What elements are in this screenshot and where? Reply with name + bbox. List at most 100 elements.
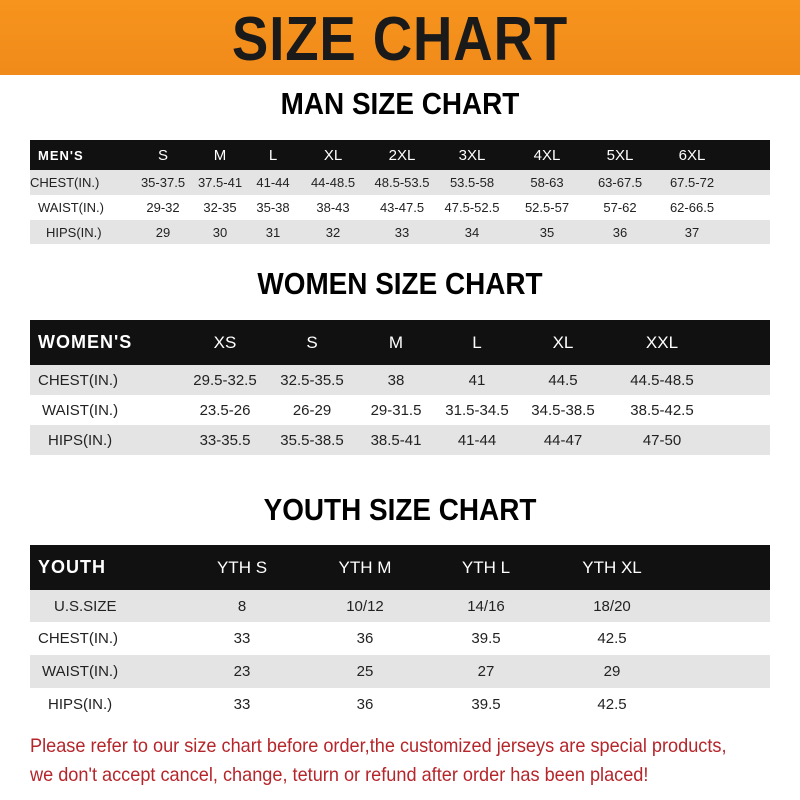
header-row: YOUTH YTH S YTH M YTH L YTH XL — [30, 545, 770, 590]
size-header: S — [157, 146, 168, 164]
value-cell: 41-44 — [256, 175, 290, 190]
value-cell: 47-50 — [642, 431, 682, 449]
value-cell: 63-67.5 — [597, 175, 643, 190]
value-cell: 36 — [356, 630, 374, 647]
measure-label: CHEST(IN.) — [30, 175, 100, 190]
table-row: WAIST(IN.) 29-32 32-35 35-38 38-43 43-47.5 47.… — [30, 195, 770, 220]
table-row: U.S.SIZE 8 10/12 14/16 18/20 — [30, 590, 770, 622]
value-cell: 57-62 — [603, 200, 637, 215]
value-cell: 27 — [477, 663, 495, 680]
value-cell: 32-35 — [203, 200, 237, 215]
value-cell: 41 — [468, 371, 486, 389]
banner-title: SIZE CHART — [231, 5, 569, 74]
banner: SIZE CHART — [0, 0, 800, 75]
size-header: 4XL — [533, 146, 561, 164]
value-cell: 34 — [464, 224, 480, 240]
value-cell: 26-29 — [292, 401, 332, 419]
value-cell: 38.5-41 — [370, 431, 422, 449]
size-header: M — [388, 332, 404, 352]
value-cell: 42.5 — [597, 695, 627, 713]
size-header: XXL — [645, 332, 679, 352]
table-row: WAIST(IN.) 23 25 27 29 — [30, 655, 770, 688]
header-row: MEN'S S M L XL 2XL 3XL 4XL 5XL 6XL — [30, 140, 770, 170]
value-cell: 33 — [233, 695, 251, 713]
value-cell: 35-37.5 — [140, 175, 186, 190]
size-header: 6XL — [678, 146, 706, 164]
size-header: YTH S — [216, 557, 268, 577]
value-cell: 33-35.5 — [199, 431, 251, 449]
size-header: YTH M — [338, 557, 392, 577]
value-cell: 34.5-38.5 — [531, 401, 595, 419]
value-cell: 44-47 — [543, 431, 583, 449]
value-cell: 29.5-32.5 — [193, 371, 257, 389]
measure-label: U.S.SIZE — [54, 597, 117, 615]
value-cell: 47.5-52.5 — [444, 200, 500, 215]
size-header: L — [268, 146, 278, 164]
value-cell: 67.5-72 — [669, 175, 715, 190]
value-cell: 23.5-26 — [199, 401, 251, 419]
value-cell: 30 — [212, 224, 228, 240]
table-row: HIPS(IN.) 33 36 39.5 42.5 — [30, 688, 770, 720]
men-title: MAN SIZE CHART — [280, 86, 520, 121]
value-cell: 32 — [325, 224, 341, 240]
notice-line: we don't accept cancel, change, teturn o… — [30, 764, 649, 786]
size-header: 5XL — [606, 146, 634, 164]
table-row: CHEST(IN.) 33 36 39.5 42.5 — [30, 622, 770, 655]
value-cell: 43-47.5 — [379, 200, 425, 215]
value-cell: 29 — [155, 224, 171, 240]
value-cell: 35 — [539, 224, 555, 240]
size-header: 3XL — [458, 146, 486, 164]
value-cell: 42.5 — [597, 630, 627, 647]
value-cell: 31 — [265, 224, 281, 240]
value-cell: 33 — [233, 630, 251, 647]
value-cell: 48.5-53.5 — [374, 175, 430, 190]
value-cell: 37.5-41 — [197, 175, 243, 190]
value-cell: 44.5-48.5 — [630, 371, 694, 389]
value-cell: 39.5 — [471, 695, 501, 713]
value-cell: 44.5 — [548, 371, 578, 389]
value-cell: 25 — [356, 663, 374, 680]
table-title-cell: WOMEN'S — [38, 332, 133, 352]
youth-title: YOUTH SIZE CHART — [263, 492, 537, 527]
measure-label: WAIST(IN.) — [38, 200, 104, 215]
order-notice: Please refer to our size chart before or… — [30, 732, 737, 790]
value-cell: 62-66.5 — [669, 200, 715, 215]
value-cell: 38-43 — [316, 200, 350, 215]
value-cell: 31.5-34.5 — [445, 401, 509, 419]
table-row: HIPS(IN.) 29 30 31 32 33 34 35 36 37 — [30, 220, 770, 244]
value-cell: 29-32 — [146, 200, 180, 215]
table-title-cell: MEN'S — [38, 147, 84, 163]
value-cell: 36 — [612, 224, 628, 240]
size-header: XL — [323, 146, 343, 164]
size-header: XL — [552, 332, 574, 352]
value-cell: 39.5 — [471, 630, 501, 647]
value-cell: 38.5-42.5 — [630, 401, 694, 419]
value-cell: 29 — [603, 663, 621, 680]
value-cell: 35-38 — [256, 200, 290, 215]
value-cell: 44-48.5 — [310, 175, 356, 190]
measure-label: HIPS(IN.) — [48, 695, 113, 713]
measure-label: HIPS(IN.) — [46, 224, 102, 240]
size-header: 2XL — [388, 146, 416, 164]
measure-label: CHEST(IN.) — [38, 371, 118, 389]
measure-label: WAIST(IN.) — [42, 663, 119, 680]
value-cell: 32.5-35.5 — [280, 371, 344, 389]
table-row: HIPS(IN.) 33-35.5 35.5-38.5 38.5-41 41-44 44-… — [30, 425, 770, 455]
value-cell: 33 — [394, 224, 410, 240]
header-row: WOMEN'S XS S M L XL XXL — [30, 320, 770, 365]
table-row: WAIST(IN.) 23.5-26 26-29 29-31.5 31.5-34.5 34… — [30, 395, 770, 425]
table-row: CHEST(IN.) 29.5-32.5 32.5-35.5 38 41 44.5 44.5… — [30, 365, 770, 395]
value-cell: 58-63 — [530, 175, 564, 190]
value-cell: 29-31.5 — [370, 401, 422, 419]
value-cell: 53.5-58 — [449, 175, 495, 190]
table-title-cell: YOUTH — [38, 557, 106, 577]
women-title: WOMEN SIZE CHART — [257, 266, 543, 301]
notice-line: Please refer to our size chart before or… — [30, 735, 727, 757]
value-cell: 38 — [387, 371, 405, 389]
size-header: L — [472, 332, 482, 352]
table-row: CHEST(IN.) 35-37.5 37.5-41 41-44 44-48.5 48.5… — [30, 170, 770, 195]
value-cell: 18/20 — [593, 597, 631, 615]
value-cell: 37 — [684, 224, 700, 240]
value-cell: 14/16 — [467, 597, 505, 615]
size-header: S — [306, 332, 318, 352]
